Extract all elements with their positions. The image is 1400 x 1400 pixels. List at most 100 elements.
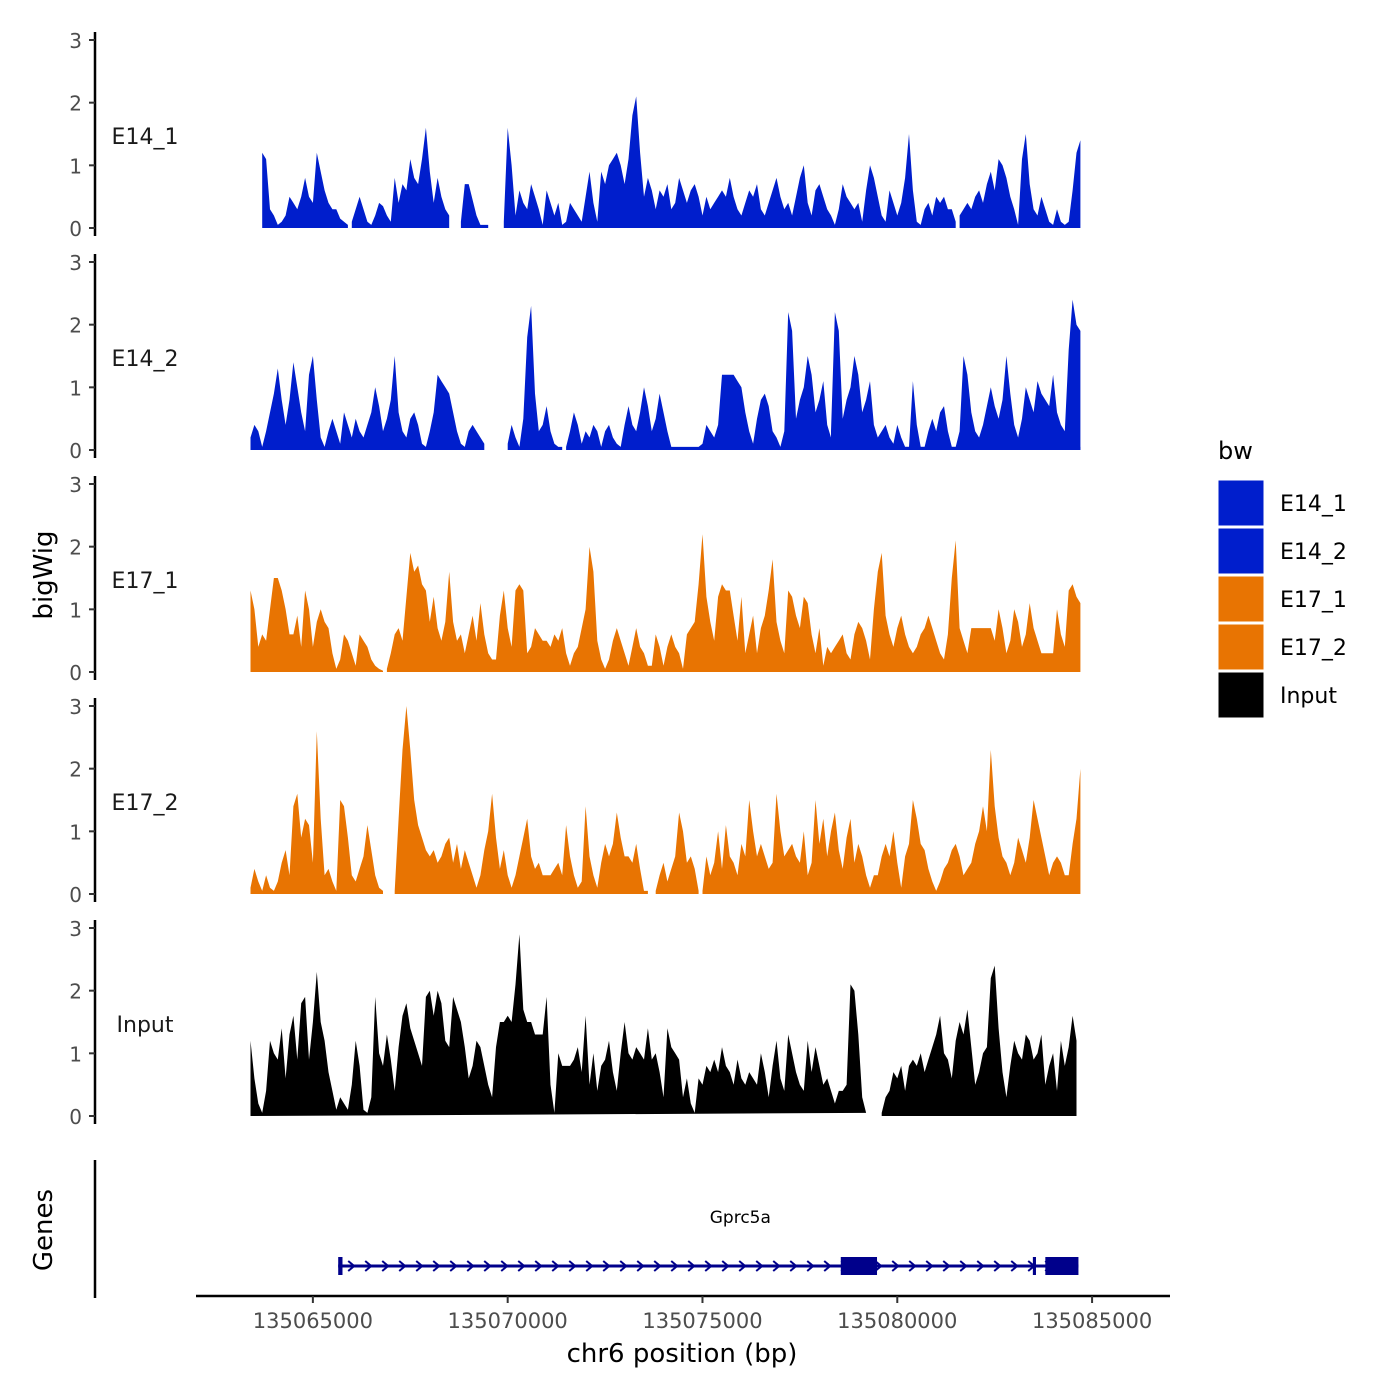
strand-arrow (381, 1260, 390, 1272)
y-tick-label: 0 (69, 1105, 82, 1129)
gene-Gprc5a: Gprc5a (338, 1208, 1079, 1275)
panel-E14_1: 0 1 2 3 E14_1 (69, 29, 1081, 241)
y-tick-label: 3 (69, 917, 82, 941)
area-E14_2 (566, 312, 1081, 450)
area-Input (250, 934, 867, 1116)
area-E17_1 (250, 578, 383, 672)
legend-label-Input: Input (1280, 684, 1337, 709)
y-tick-label: 1 (69, 820, 82, 844)
legend-title: bw (1218, 437, 1253, 465)
area-E17_2 (655, 812, 699, 894)
legend-swatch-E17_1 (1217, 575, 1265, 623)
y-tick-label: 0 (69, 217, 82, 241)
strand-arrow (398, 1260, 407, 1272)
area-E14_1 (351, 127, 450, 228)
strand-arrow (789, 1260, 798, 1272)
y-tick-label: 3 (69, 29, 82, 53)
x-tick-label: 135070000 (448, 1309, 568, 1333)
x-axis: 135065000 135070000 135075000 135080000 1350… (196, 1294, 1170, 1333)
exon (840, 1257, 878, 1275)
strand-arrow (755, 1260, 764, 1272)
x-tick-label: 135065000 (253, 1309, 373, 1333)
bigwig-panels: 0 1 2 3 E14_1 0 1 2 3 E14_2 0 1 2 3 E17_1 0 1 2 3 E17_2 0 1 2 3… (69, 29, 1081, 1129)
strand-arrow (585, 1260, 594, 1272)
strand-arrow (551, 1260, 560, 1272)
strand-arrow (347, 1260, 356, 1272)
y-tick-label: 3 (69, 695, 82, 719)
y-tick-label: 2 (69, 92, 82, 116)
strand-arrow (602, 1260, 611, 1272)
legend: bw E14_1 E14_2 E17_1 E17_2 Input (1217, 437, 1347, 719)
area-E14_2 (250, 356, 485, 450)
legend-swatch-E14_1 (1217, 479, 1265, 527)
strand-arrow (738, 1260, 747, 1272)
legend-label-E14_2: E14_2 (1280, 540, 1347, 565)
legend-swatch-Input (1217, 671, 1265, 719)
strand-arrow (670, 1260, 679, 1272)
area-E14_1 (262, 152, 348, 228)
panel-E14_2: 0 1 2 3 E14_2 (69, 251, 1081, 463)
strand-arrow (1010, 1260, 1019, 1272)
strand-arrow (823, 1260, 832, 1272)
x-tick-label: 135075000 (642, 1309, 762, 1333)
gene-label: Gprc5a (710, 1208, 771, 1228)
strand-arrow (517, 1260, 526, 1272)
track-label-E14_1: E14_1 (112, 125, 179, 150)
gene-panel: Gprc5a (93, 1160, 1079, 1298)
strand-arrow (772, 1260, 781, 1272)
y-tick-label: 1 (69, 598, 82, 622)
strand-arrow (687, 1260, 696, 1272)
y-tick-label: 0 (69, 883, 82, 907)
area-E17_2 (702, 749, 1081, 894)
area-E14_1 (460, 184, 489, 228)
exon (1045, 1257, 1079, 1275)
exon (338, 1257, 343, 1275)
panel-E17_1: 0 1 2 3 E17_1 (69, 473, 1081, 685)
strand-arrow (568, 1260, 577, 1272)
y-tick-label: 3 (69, 251, 82, 275)
strand-arrow (704, 1260, 713, 1272)
legend-swatch-E14_2 (1217, 527, 1265, 575)
legend-label-E14_1: E14_1 (1280, 492, 1347, 517)
exon (1032, 1257, 1036, 1275)
strand-arrow (534, 1260, 543, 1272)
strand-arrow (925, 1260, 934, 1272)
area-E14_2 (507, 305, 563, 450)
strand-arrow (959, 1260, 968, 1272)
panel-E17_2: 0 1 2 3 E17_2 (69, 695, 1081, 907)
y-tick-label: 1 (69, 154, 82, 178)
strand-arrow (874, 1260, 883, 1272)
strand-arrow (364, 1260, 373, 1272)
strand-arrow (942, 1260, 951, 1272)
track-label-E17_2: E17_2 (112, 791, 179, 816)
y-tick-label: 1 (69, 1042, 82, 1066)
y-tick-label: 2 (69, 758, 82, 782)
strand-arrow (449, 1260, 458, 1272)
y-tick-label: 2 (69, 536, 82, 560)
y-tick-label: 1 (69, 376, 82, 400)
strand-arrow (466, 1260, 475, 1272)
strand-arrow (500, 1260, 509, 1272)
area-E17_1 (386, 534, 1081, 672)
y-axis-title: bigWig (29, 530, 59, 619)
area-E14_1 (503, 96, 956, 229)
area-Input (881, 965, 1077, 1116)
strand-arrow (636, 1260, 645, 1272)
strand-arrow (721, 1260, 730, 1272)
track-label-Input: Input (117, 1013, 174, 1038)
strand-arrow (993, 1260, 1002, 1272)
y-tick-label: 2 (69, 980, 82, 1004)
y-tick-label: 3 (69, 473, 82, 497)
gene-panel-title: Genes (29, 1189, 59, 1271)
area-E17_2 (250, 731, 383, 894)
x-tick-label: 135080000 (837, 1309, 957, 1333)
strand-arrow (619, 1260, 628, 1272)
y-tick-label: 2 (69, 314, 82, 338)
track-label-E14_2: E14_2 (112, 347, 179, 372)
strand-arrow (976, 1260, 985, 1272)
legend-swatch-E17_2 (1217, 623, 1265, 671)
y-tick-label: 0 (69, 439, 82, 463)
track-label-E17_1: E17_1 (112, 569, 179, 594)
legend-label-E17_1: E17_1 (1280, 588, 1347, 613)
